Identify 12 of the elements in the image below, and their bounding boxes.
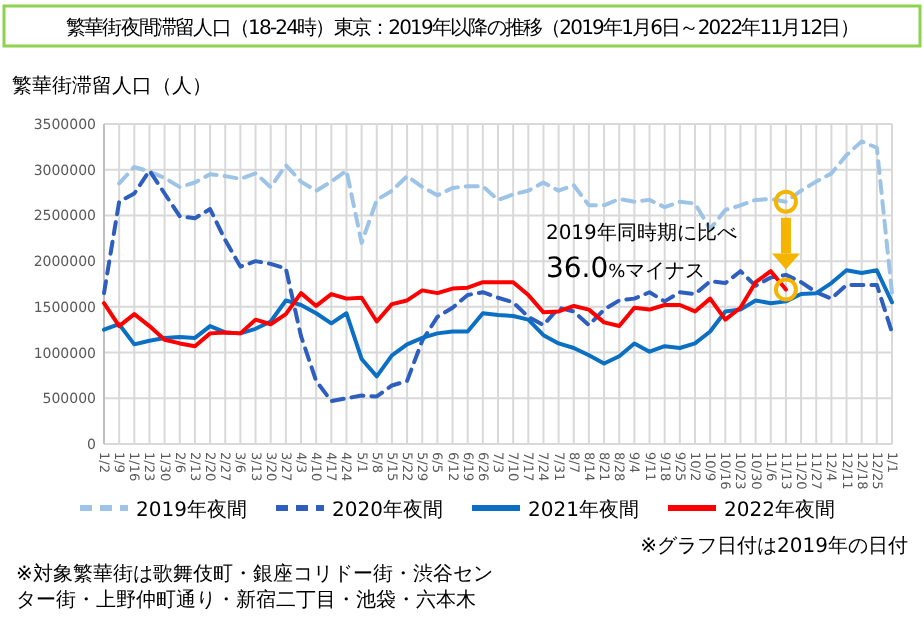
line-series bbox=[102, 168, 894, 404]
line-series bbox=[117, 139, 894, 296]
y-axis-title: 繁華街滞留人口（人） bbox=[12, 74, 212, 98]
text: ※対象繁華街は歌舞伎町・銀座コリドー街・渋谷センター街・上野仲町通り・新宿二丁目・池袋・六本木 bbox=[16, 562, 493, 612]
legend-label: 2021年夜間 bbox=[528, 498, 639, 522]
legend-label: 2022年夜間 bbox=[724, 498, 835, 522]
chart-title: 繁華街夜間滞留人口（18-24時）東京：2019年以降の推移（2019年1月6日～2022年11月12日） bbox=[66, 16, 858, 40]
legend-label: 2019年夜間 bbox=[136, 498, 247, 522]
text: ※グラフ日付は2019年の日付 bbox=[640, 534, 908, 558]
annotation: 2019年同時期に比べ bbox=[545, 221, 737, 246]
legend-label: 2020年夜間 bbox=[332, 498, 443, 522]
annotation: 36.0%マイナス bbox=[545, 253, 706, 286]
